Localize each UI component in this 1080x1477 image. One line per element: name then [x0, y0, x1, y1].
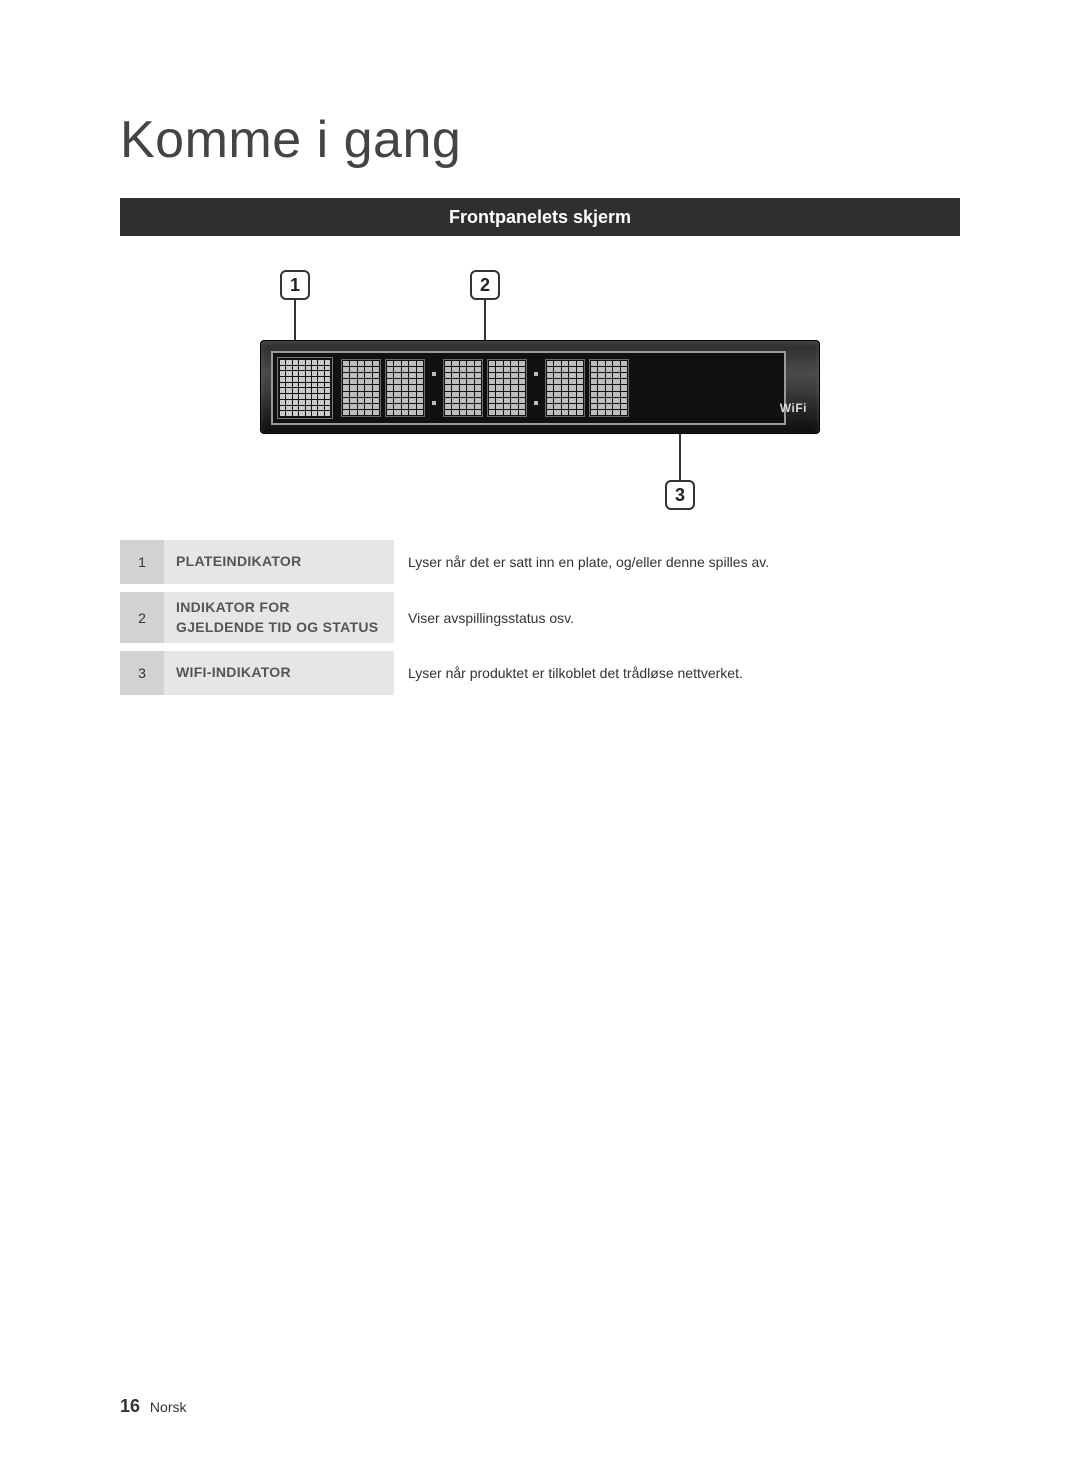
- section-header-label: Frontpanelets skjerm: [449, 207, 631, 228]
- table-row: 2INDIKATOR FOR GJELDENDE TID OG STATUSVi…: [120, 592, 960, 643]
- callout-1: 1: [280, 270, 310, 300]
- digit-group: [443, 359, 527, 417]
- digit-icon: [487, 359, 527, 417]
- front-panel-diagram: 1 2 WiFi 3: [120, 260, 960, 520]
- digit-icon: [341, 359, 381, 417]
- colon-icon: [533, 359, 539, 417]
- digit-group: [545, 359, 629, 417]
- digit-icon: [545, 359, 585, 417]
- digit-group: [341, 359, 425, 417]
- callout-3-label: 3: [675, 485, 685, 506]
- table-row: 1PLATEINDIKATORLyser når det er satt inn…: [120, 540, 960, 584]
- callout-2-label: 2: [480, 275, 490, 296]
- row-gap: [120, 643, 960, 651]
- colon-icon: [431, 359, 437, 417]
- device-panel-inner: [271, 351, 786, 425]
- legend-number: 3: [120, 651, 164, 695]
- callout-2: 2: [470, 270, 500, 300]
- page-language: Norsk: [150, 1399, 187, 1415]
- legend-name: WIFI-INDIKATOR: [164, 651, 394, 695]
- callout-3-leader: [679, 434, 681, 480]
- callout-1-label: 1: [290, 275, 300, 296]
- callout-3: 3: [665, 480, 695, 510]
- row-gap: [120, 584, 960, 592]
- legend-description: Viser avspillingsstatus osv.: [394, 592, 960, 643]
- digit-icon: [443, 359, 483, 417]
- legend-name: INDIKATOR FOR GJELDENDE TID OG STATUS: [164, 592, 394, 643]
- page-root: Komme i gang Frontpanelets skjerm 1 2 Wi…: [0, 0, 1080, 1477]
- legend-number: 1: [120, 540, 164, 584]
- disc-indicator-icon: [277, 357, 333, 419]
- table-row: 3WIFI-INDIKATORLyser når produktet er ti…: [120, 651, 960, 695]
- page-title: Komme i gang: [120, 110, 960, 170]
- digit-icon: [385, 359, 425, 417]
- section-header: Frontpanelets skjerm: [120, 198, 960, 236]
- legend-table: 1PLATEINDIKATORLyser når det er satt inn…: [120, 540, 960, 695]
- legend-description: Lyser når det er satt inn en plate, og/e…: [394, 540, 960, 584]
- digit-icon: [589, 359, 629, 417]
- device-panel: WiFi: [260, 340, 820, 434]
- time-status-display: [339, 357, 780, 419]
- legend-number: 2: [120, 592, 164, 643]
- legend-name: PLATEINDIKATOR: [164, 540, 394, 584]
- wifi-indicator-label: WiFi: [780, 401, 807, 415]
- legend-description: Lyser når produktet er tilkoblet det trå…: [394, 651, 960, 695]
- page-number: 16: [120, 1396, 140, 1416]
- page-footer: 16 Norsk: [120, 1396, 186, 1417]
